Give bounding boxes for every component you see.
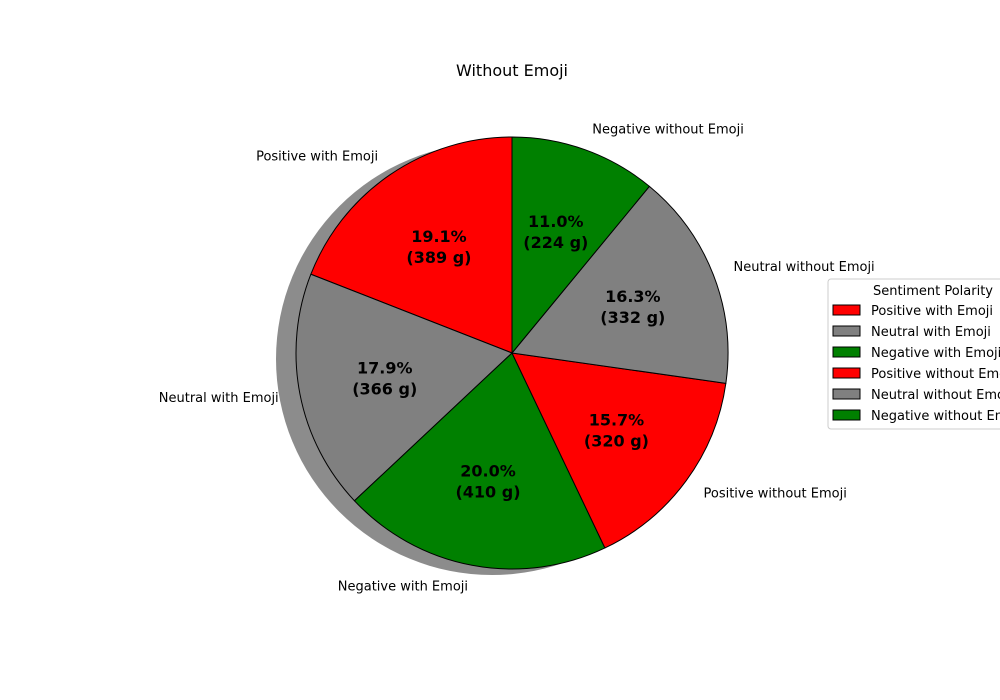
slice-value-neutral-with-emoji: (366 g) — [352, 379, 417, 398]
pie-slice-negative-with-emoji — [353, 352, 606, 570]
slice-value-negative-without-emoji: (224 g) — [523, 233, 588, 252]
pie-slice-positive-without-emoji — [511, 352, 727, 549]
legend-label-neutral-with-emoji: Neutral with Emoji — [871, 325, 991, 340]
slice-percent-positive-without-emoji: 15.7% — [589, 411, 645, 430]
legend-label-positive-without-emoji: Positive without Emoji — [871, 367, 1000, 382]
legend-swatch-positive-without-emoji — [832, 367, 861, 379]
legend-label-negative-with-emoji: Negative with Emoji — [871, 346, 1000, 361]
slice-label-positive-without-emoji: Positive without Emoji — [704, 487, 847, 502]
legend-swatch-negative-without-emoji — [832, 409, 861, 421]
slice-percent-negative-without-emoji: 11.0% — [528, 212, 584, 231]
legend-swatch-neutral-with-emoji — [832, 325, 861, 337]
legend-frame — [827, 278, 1000, 430]
legend-label-neutral-without-emoji: Neutral without Emoji — [871, 388, 1000, 403]
slice-value-positive-with-emoji: (389 g) — [406, 248, 471, 267]
legend: Sentiment Polarity Positive with Emoji Ne… — [827, 278, 1000, 430]
chart-title: Without Emoji — [456, 61, 568, 80]
slice-percent-positive-with-emoji: 19.1% — [411, 227, 467, 246]
pie-slice-neutral-with-emoji — [295, 273, 513, 502]
legend-swatch-positive-with-emoji — [832, 304, 861, 316]
slice-label-negative-with-emoji: Negative with Emoji — [338, 579, 468, 594]
pie-slice-neutral-without-emoji — [511, 185, 729, 384]
pie-slice-negative-without-emoji — [511, 136, 650, 354]
slice-percent-neutral-without-emoji: 16.3% — [605, 287, 661, 306]
legend-swatch-negative-with-emoji — [832, 346, 861, 358]
slice-percent-neutral-with-emoji: 17.9% — [357, 358, 413, 377]
pie-slice-positive-with-emoji — [310, 136, 513, 354]
slice-percent-negative-with-emoji: 20.0% — [460, 461, 516, 480]
legend-title: Sentiment Polarity — [873, 284, 993, 299]
slice-label-positive-with-emoji: Positive with Emoji — [256, 150, 378, 165]
slice-value-neutral-without-emoji: (332 g) — [600, 308, 665, 327]
legend-items: Positive with Emoji Neutral with Emoji Neg… — [832, 304, 1000, 424]
pie-labels: Positive with Emoji 19.1% (389 g) Neutral w… — [159, 122, 875, 594]
slice-label-neutral-with-emoji: Neutral with Emoji — [159, 391, 279, 406]
legend-swatch-neutral-without-emoji — [832, 388, 861, 400]
legend-label-negative-without-emoji: Negative without Emoji — [871, 409, 1000, 424]
slice-label-negative-without-emoji: Negative without Emoji — [592, 122, 744, 137]
slice-label-neutral-without-emoji: Neutral without Emoji — [734, 260, 875, 275]
slice-value-positive-without-emoji: (320 g) — [584, 432, 649, 451]
legend-label-positive-with-emoji: Positive with Emoji — [871, 304, 993, 319]
pie-slices — [295, 136, 729, 570]
slice-value-negative-with-emoji: (410 g) — [455, 482, 520, 501]
